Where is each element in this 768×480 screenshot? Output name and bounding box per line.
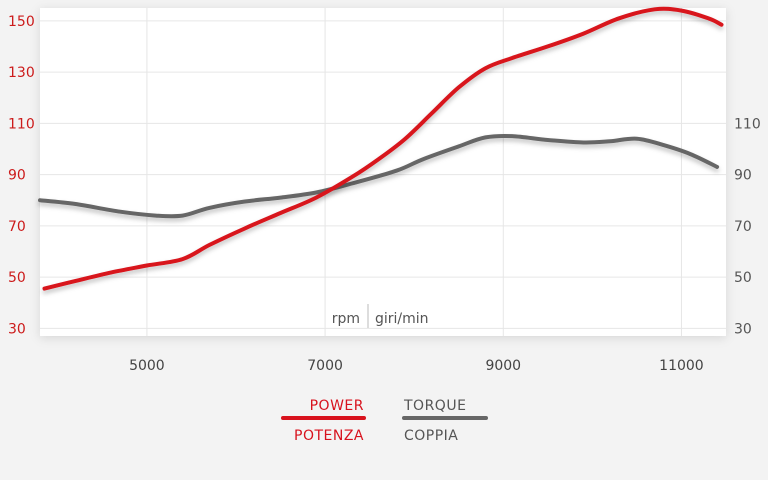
y-left-tick-label: 30 (8, 321, 26, 337)
y-right-tick-label: 50 (734, 270, 752, 286)
legend-label-power: POWER (310, 398, 364, 414)
x-tick-label: 11000 (659, 358, 704, 374)
series-line-torque (38, 133, 720, 219)
y-left-tick-label: 110 (8, 116, 35, 132)
x-tick-label: 9000 (485, 358, 521, 374)
x-tick-label: 5000 (129, 358, 165, 374)
legend-label-coppia: COPPIA (404, 428, 458, 444)
legend: POWER POTENZA TORQUE COPPIA (281, 398, 488, 444)
y-right-tick-label: 110 (734, 116, 761, 132)
legend-label-potenza: POTENZA (294, 428, 364, 444)
series-lines (38, 6, 724, 291)
y-left-tick-label: 70 (8, 219, 26, 235)
y-left-tick-label: 50 (8, 270, 26, 286)
y-right-tick-label: 30 (734, 321, 752, 337)
legend-item-power: POWER POTENZA (281, 398, 366, 444)
unit-annotation: rpm giri/min (332, 304, 429, 328)
grid (40, 8, 726, 336)
y-right-tick-label: 70 (734, 219, 752, 235)
legend-item-torque: TORQUE COPPIA (402, 398, 488, 444)
unit-label-rpm: rpm (332, 311, 360, 327)
unit-label-giri: giri/min (375, 311, 429, 327)
plot-panel (40, 8, 726, 336)
axis-ticks: 30 50 70 90 110 130 150 30 50 70 90 110 5000 7000 9000… (8, 14, 761, 374)
y-left-tick-label: 90 (8, 168, 26, 184)
legend-label-torque: TORQUE (403, 398, 466, 414)
y-right-tick-label: 90 (734, 168, 752, 184)
y-left-tick-label: 130 (8, 65, 35, 81)
y-left-tick-label: 150 (8, 14, 35, 30)
series-line-power (42, 6, 724, 291)
x-tick-label: 7000 (307, 358, 343, 374)
